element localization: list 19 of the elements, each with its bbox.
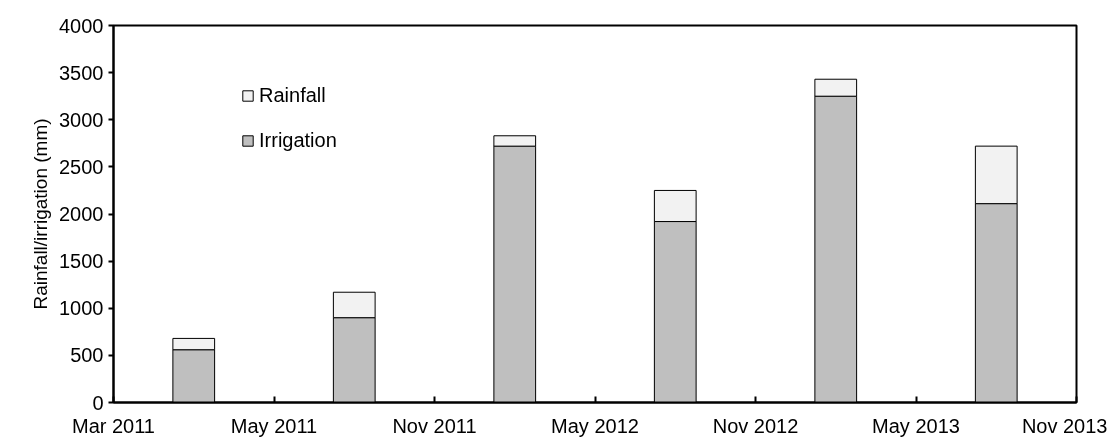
y-tick-label: 500 [70,344,104,367]
text: May 2013 [872,414,960,437]
y-tick-label: 4000 [59,14,104,37]
legend-label: Irrigation [259,129,337,152]
text: Mar 2011 [72,414,156,437]
y-axis-title: Rainfall/irrigation (mm) [30,118,52,310]
text: May 2011 [230,414,318,437]
text: May 2012 [551,414,639,437]
y-tick-label: 2500 [59,155,104,178]
y-tick-label: 3000 [59,108,104,131]
y-tick-label: 3500 [59,61,104,84]
text: Nov 2012 [712,414,799,437]
text: Nov 2013 [1021,414,1107,437]
y-tick-label: 2000 [59,203,104,225]
text: Nov 2011 [392,414,477,437]
y-tick-label: 0 [92,391,104,414]
y-tick-label: 1000 [59,297,104,320]
y-tick-label: 1500 [59,250,104,273]
legend-label: Rainfall [259,84,326,107]
